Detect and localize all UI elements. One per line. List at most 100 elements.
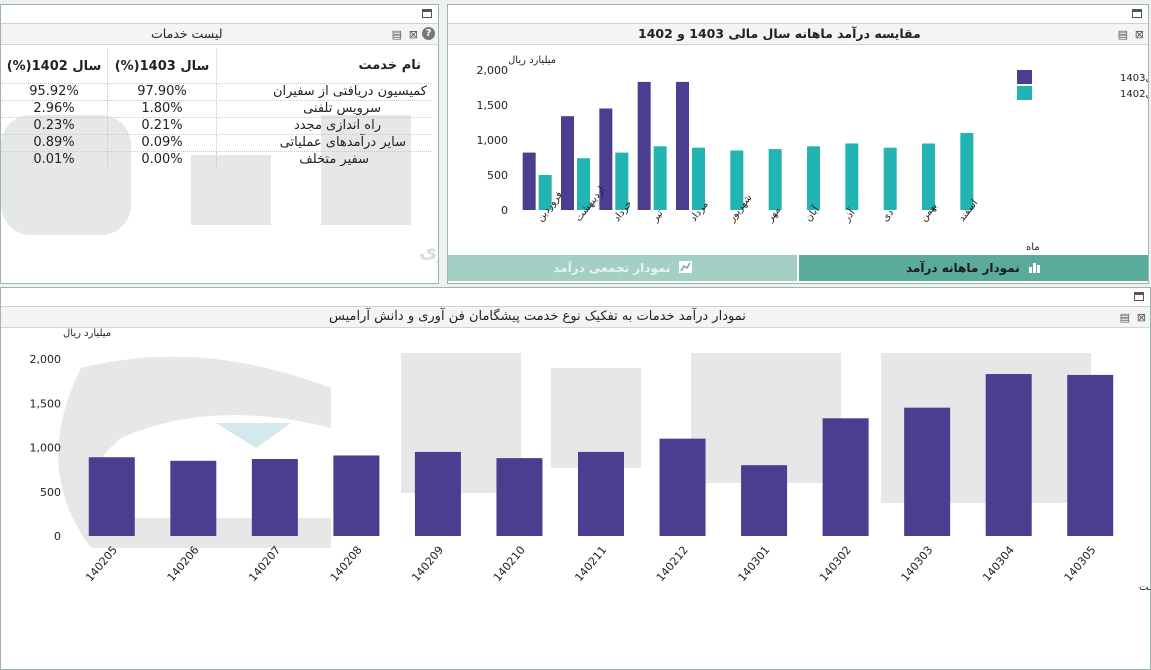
services-chart-title: نمودار درآمد خدمات به تفکیک نوع خدمت پیش… [329, 309, 746, 324]
x-tick-label: تیر [649, 208, 665, 225]
value-1403: 0.00% [107, 151, 217, 168]
bar-service[interactable] [578, 451, 624, 536]
bar-1402[interactable] [960, 133, 974, 210]
x-tick-label: 140209 [409, 544, 446, 585]
bar-service[interactable] [904, 407, 951, 536]
x-tick-label: 140302 [817, 544, 854, 585]
bar-service[interactable] [88, 457, 135, 536]
line-chart-icon [678, 256, 692, 282]
service-name: کمیسیون دریافتی از سفیران [216, 83, 431, 101]
tab-cumulative-label: نمودار تجمعی درآمد [553, 261, 671, 275]
bar-service[interactable] [1067, 374, 1114, 536]
value-1403: 97.90% [107, 83, 217, 101]
table-row[interactable]: راه اندازی مجدد 0.21% 0.23% [1, 117, 431, 135]
x-tick-label: مرداد [688, 199, 711, 224]
service-name: سایر درآمدهای عملیاتی [216, 134, 431, 152]
x-tick-label: 140206 [165, 544, 202, 585]
service-name: راه اندازی مجدد [216, 117, 431, 135]
x-tick-label: 140305 [1062, 544, 1099, 585]
monthly-panel-topbar [448, 5, 1148, 24]
bar-service[interactable] [333, 455, 380, 536]
bar-service[interactable] [414, 451, 461, 536]
bar-1403[interactable] [637, 81, 651, 211]
bar-1402[interactable] [730, 150, 744, 211]
col-header-name[interactable]: نام خدمت [216, 49, 431, 84]
maximize-icon[interactable] [422, 9, 432, 18]
y-tick-label: 500 [40, 486, 61, 499]
print-icon[interactable]: ▤ [391, 28, 402, 41]
table-row[interactable]: سفیر متخلف 0.00% 0.01% [1, 151, 431, 168]
bar-1403[interactable] [599, 108, 613, 211]
bar-1402[interactable] [845, 143, 859, 211]
monthly-panel: ⊠ ▤ مقایسه درآمد ماهانه سال مالی 1403 و … [447, 4, 1149, 284]
close-icon[interactable]: ⊠ [1134, 28, 1144, 41]
legend-swatch-1402 [1017, 86, 1032, 100]
bar-service[interactable] [170, 460, 217, 536]
x-tick-label: 140211 [572, 544, 609, 585]
maximize-icon[interactable] [1134, 292, 1144, 301]
value-1403: 0.09% [107, 134, 217, 152]
x-tick-label: 140303 [898, 544, 935, 585]
y-tick-label: 1,000 [477, 134, 509, 147]
close-icon[interactable]: ⊠ [408, 28, 418, 41]
bar-service[interactable] [741, 465, 788, 536]
value-1403: 1.80% [107, 100, 217, 118]
bar-chart-icon [1028, 256, 1041, 282]
help-icon[interactable]: ? [422, 27, 435, 40]
table-row[interactable]: سرویس تلفنی 1.80% 2.96% [1, 100, 431, 118]
services-panel-title: لیست خدمات [151, 26, 223, 41]
services-xlabel: تاریخ و خدمت [1139, 582, 1150, 593]
y-tick-label: 2,000 [30, 353, 62, 366]
services-panel-topbar [1, 5, 438, 24]
x-tick-label: 140210 [491, 544, 528, 585]
x-tick-label: 140304 [980, 544, 1017, 585]
services-table: نام خدمت سال 1403(%) سال 1402(%) کمیسیون… [1, 49, 431, 168]
monthly-panel-header: ⊠ ▤ مقایسه درآمد ماهانه سال مالی 1403 و … [448, 24, 1148, 45]
maximize-icon[interactable] [1132, 9, 1142, 18]
bar-1403[interactable] [676, 81, 689, 211]
table-row[interactable]: کمیسیون دریافتی از سفیران 97.90% 95.92% [1, 83, 431, 101]
legend-swatch-1403 [1017, 70, 1032, 84]
bar-1402[interactable] [577, 158, 590, 210]
bar-1403[interactable] [522, 152, 536, 210]
bar-service[interactable] [659, 438, 706, 536]
x-tick-label: خرداد [612, 199, 635, 224]
bar-1402[interactable] [883, 147, 897, 210]
col-header-1403[interactable]: سال 1403(%) [107, 49, 217, 84]
bar-1402[interactable] [692, 147, 705, 210]
monthly-panel-title: مقایسه درآمد ماهانه سال مالی 1403 و 1402 [638, 26, 921, 41]
services-chart-header: ⊠ ▤ نمودار درآمد خدمات به تفکیک نوع خدمت… [1, 307, 1150, 328]
tab-monthly-chart[interactable]: نمودار ماهانه درآمد [799, 255, 1148, 281]
bar-1402[interactable] [615, 152, 629, 210]
tab-cumulative-chart[interactable]: نمودار تجمعی درآمد [448, 255, 797, 281]
y-tick-label: 1,500 [30, 397, 62, 410]
x-tick-label: 140208 [328, 544, 365, 585]
value-1402: 95.92% [1, 83, 108, 101]
y-tick-label: 1,500 [477, 99, 509, 112]
monthly-ylabel: میلیارد ریال [508, 55, 556, 66]
services-panel-header: ? ⊠ ▤ لیست خدمات [1, 24, 438, 45]
bar-1402[interactable] [807, 146, 820, 210]
close-icon[interactable]: ⊠ [1136, 311, 1146, 324]
bar-1402[interactable] [922, 143, 935, 211]
bar-service[interactable] [822, 418, 869, 536]
table-row[interactable]: سایر درآمدهای عملیاتی 0.09% 0.89% [1, 134, 431, 152]
print-icon[interactable]: ▤ [1119, 311, 1130, 324]
y-tick-label: 0 [54, 530, 61, 543]
bar-1402[interactable] [538, 175, 552, 210]
bar-service[interactable] [496, 458, 543, 536]
bar-1402[interactable] [768, 149, 782, 210]
bar-1403[interactable] [561, 116, 574, 210]
col-header-1402[interactable]: سال 1402(%) [1, 49, 108, 84]
bar-1402[interactable] [653, 146, 667, 210]
value-1402: 2.96% [1, 100, 108, 118]
bar-service[interactable] [251, 459, 298, 536]
services-chart: میلیارد ریال تاریخ و خدمت 0 500 1,000 1,500… [30, 328, 1151, 593]
bar-service[interactable] [985, 374, 1032, 536]
legend-label-1402[interactable]: سال مالی1402 [1120, 89, 1148, 100]
value-1402: 0.23% [1, 117, 108, 135]
x-tick-label: بهمن [918, 201, 939, 224]
print-icon[interactable]: ▤ [1117, 28, 1128, 41]
